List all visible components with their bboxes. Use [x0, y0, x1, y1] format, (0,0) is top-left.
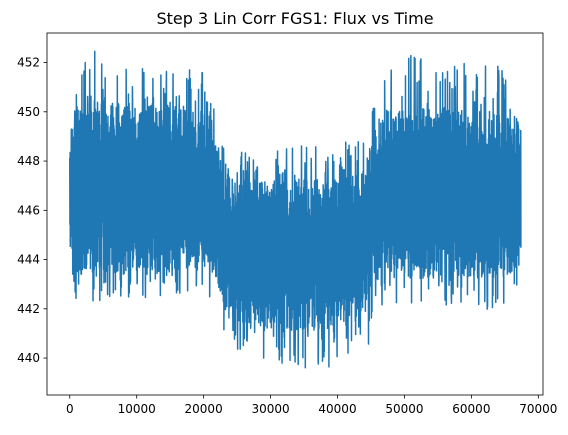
x-tick-label: 60000 [452, 402, 490, 416]
y-tick-label: 442 [17, 302, 40, 316]
x-tick-label: 30000 [251, 402, 289, 416]
x-tick-label: 10000 [118, 402, 156, 416]
x-tick-label: 0 [66, 402, 74, 416]
chart-title: Step 3 Lin Corr FGS1: Flux vs Time [156, 9, 433, 28]
y-tick-label: 444 [17, 253, 40, 267]
y-axis: 440 442 444 446 448 450 452 [17, 56, 47, 366]
x-tick-label: 20000 [185, 402, 223, 416]
y-tick-label: 448 [17, 154, 40, 168]
y-tick-label: 450 [17, 105, 40, 119]
x-tick-label: 50000 [385, 402, 423, 416]
x-axis: 0 10000 20000 30000 40000 50000 60000 70000 [66, 395, 557, 416]
y-tick-label: 452 [17, 56, 40, 70]
series-line-0 [70, 51, 521, 367]
plot-area [70, 51, 521, 367]
x-tick-label: 70000 [519, 402, 557, 416]
y-tick-label: 446 [17, 203, 40, 217]
x-tick-label: 40000 [318, 402, 356, 416]
y-tick-label: 440 [17, 351, 40, 365]
